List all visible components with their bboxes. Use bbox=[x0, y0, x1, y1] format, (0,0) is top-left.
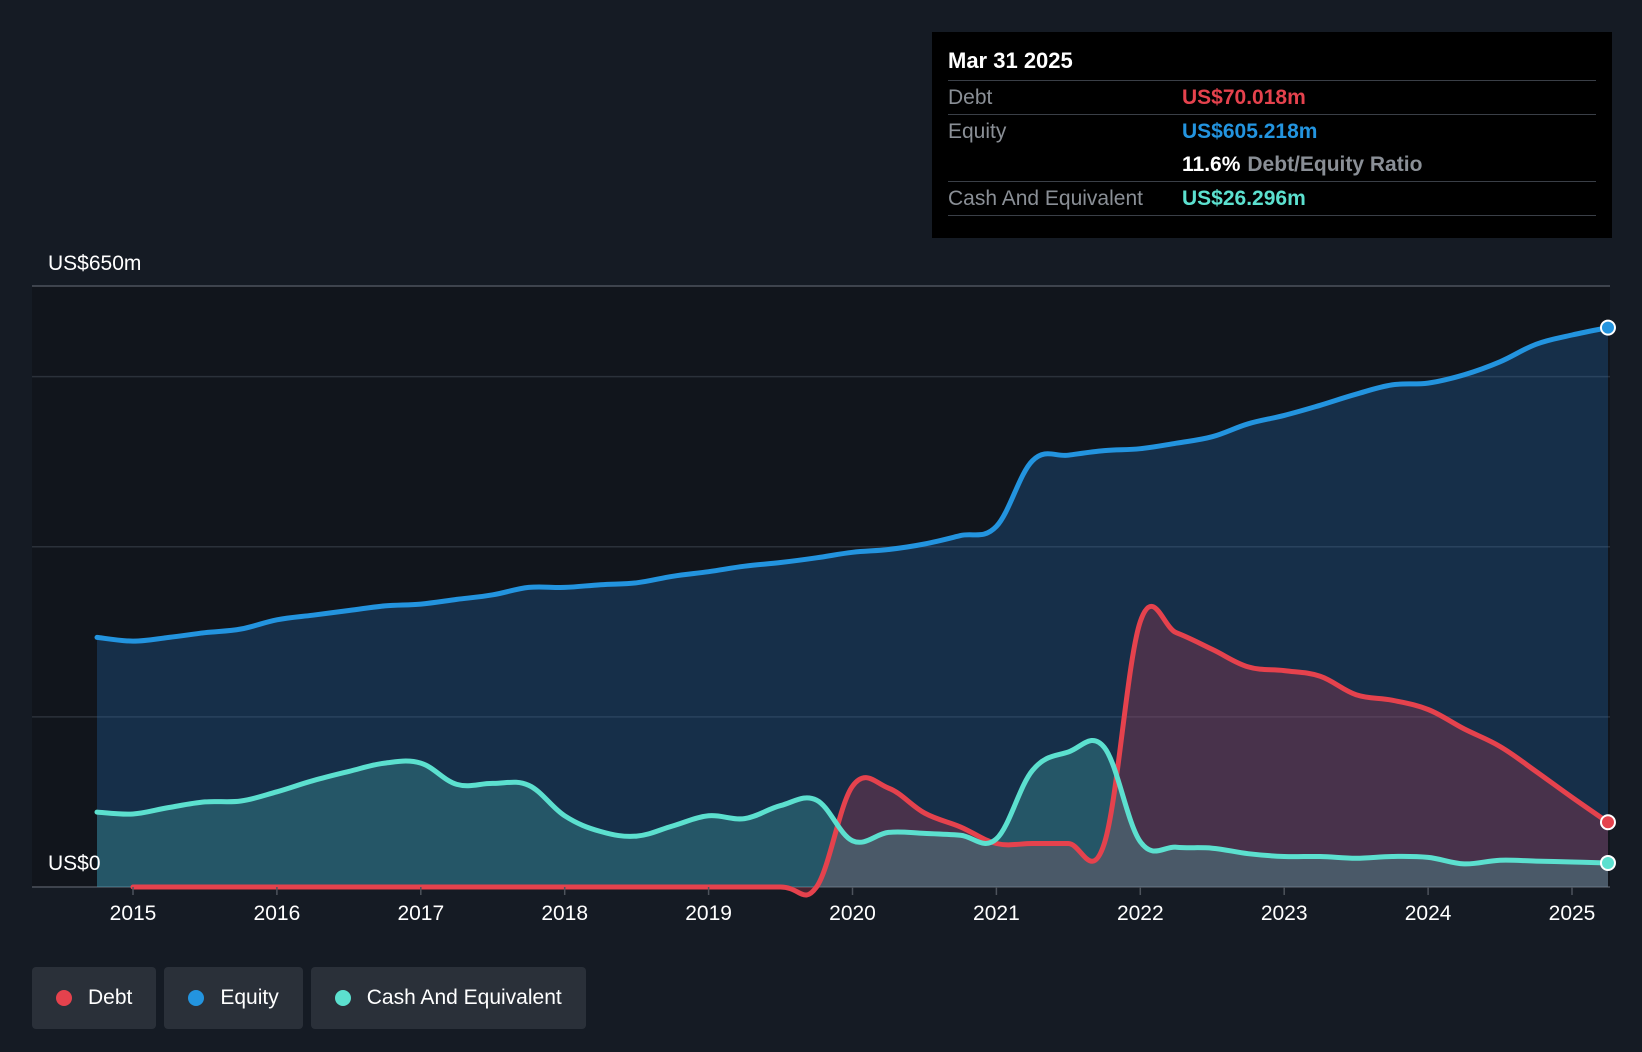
x-tick-label: 2017 bbox=[397, 902, 444, 925]
x-axis-ticks: 2015 2016 2017 2018 2019 2020 2021 2022 2023 2024… bbox=[110, 887, 1596, 925]
legend-label-debt: Debt bbox=[88, 986, 133, 1009]
debt-line bbox=[130, 603, 1611, 898]
tooltip-equity-label: Equity bbox=[948, 119, 1007, 143]
series-lines bbox=[94, 325, 1611, 898]
tooltip-ratio-percent: 11.6% bbox=[1182, 152, 1241, 176]
tooltip-cash-label: Cash And Equivalent bbox=[948, 186, 1143, 210]
equity-area bbox=[97, 327, 1608, 888]
x-tick-label: 2016 bbox=[254, 902, 301, 925]
series-areas bbox=[97, 327, 1608, 896]
tooltip-equity-value: US$605.218m bbox=[1182, 119, 1318, 143]
legend-item-equity[interactable]: Equity bbox=[164, 967, 303, 1029]
legend-label-cash: Cash And Equivalent bbox=[366, 986, 562, 1009]
tooltip-debt-value: US$70.018m bbox=[1182, 85, 1306, 109]
y-axis-bottom-label: US$0 bbox=[48, 852, 101, 875]
series-endpoints bbox=[1599, 319, 1616, 871]
debt-endpoint bbox=[1599, 814, 1616, 831]
tooltip-equity-row: Equity US$605.218m bbox=[948, 114, 1596, 148]
x-tick-label: 2019 bbox=[685, 902, 732, 925]
tooltip-cash-value: US$26.296m bbox=[1182, 186, 1306, 210]
cash-area bbox=[97, 740, 1608, 887]
x-tick-label: 2015 bbox=[110, 902, 157, 925]
cash-dot-icon bbox=[334, 990, 351, 1006]
legend-item-debt[interactable]: Debt bbox=[32, 967, 157, 1029]
tooltip-debt-row: Debt US$70.018m bbox=[948, 80, 1596, 114]
tooltip-ratio-row: 11.6% Debt/Equity Ratio bbox=[948, 148, 1596, 181]
legend-label-equity: Equity bbox=[220, 986, 279, 1009]
tooltip-ratio-label: Debt/Equity Ratio bbox=[1247, 152, 1423, 176]
cash-line bbox=[94, 738, 1611, 867]
x-tick-label: 2025 bbox=[1549, 902, 1596, 925]
tooltip-cash-row: Cash And Equivalent US$26.296m bbox=[948, 181, 1596, 216]
legend-item-cash[interactable]: Cash And Equivalent bbox=[310, 967, 586, 1029]
equity-line bbox=[94, 325, 1611, 644]
equity-endpoint bbox=[1599, 319, 1616, 336]
tooltip-debt-label: Debt bbox=[948, 85, 993, 109]
x-tick-label: 2021 bbox=[973, 902, 1020, 925]
equity-dot-icon bbox=[188, 990, 205, 1006]
x-tick-label: 2018 bbox=[541, 902, 588, 925]
x-tick-label: 2024 bbox=[1405, 902, 1452, 925]
gridlines bbox=[32, 285, 1610, 888]
tooltip: Mar 31 2025 Debt US$70.018m Equity US$60… bbox=[932, 32, 1612, 238]
y-axis-top-label: US$650m bbox=[48, 252, 141, 275]
x-tick-label: 2020 bbox=[829, 902, 876, 925]
legend: Debt Equity Cash And Equivalent bbox=[32, 967, 586, 1029]
cash-endpoint bbox=[1599, 854, 1616, 871]
x-tick-label: 2022 bbox=[1117, 902, 1164, 925]
debt-area bbox=[133, 606, 1608, 896]
tooltip-date: Mar 31 2025 bbox=[948, 48, 1073, 73]
debt-dot-icon bbox=[56, 990, 72, 1006]
x-tick-label: 2023 bbox=[1261, 902, 1308, 925]
